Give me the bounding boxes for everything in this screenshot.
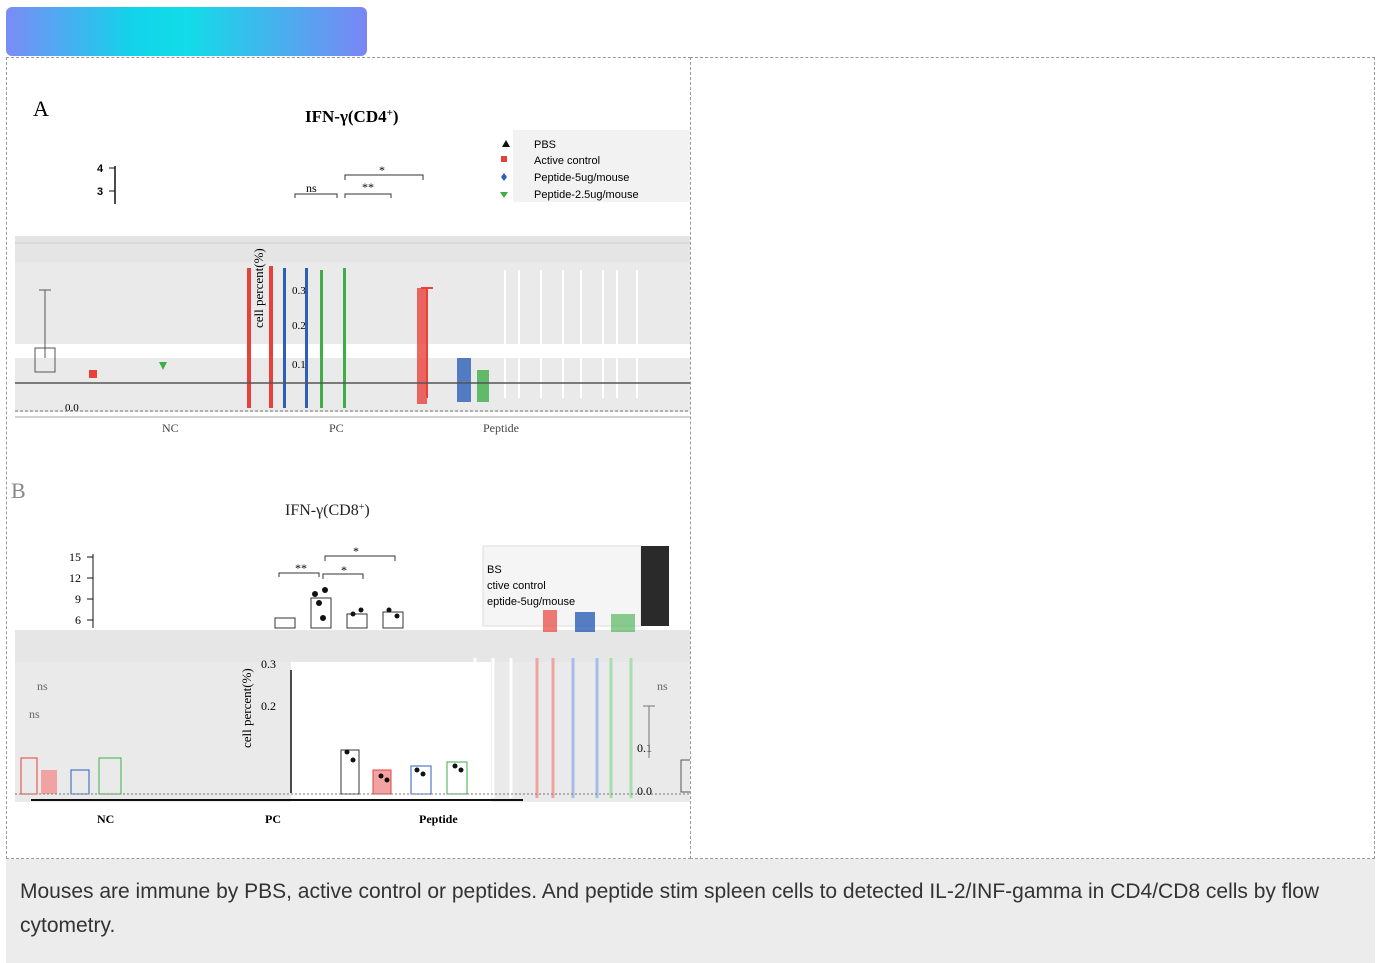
y-tick: 0.0 <box>65 402 79 414</box>
pbs-marker-icon <box>502 140 510 147</box>
y-tick: 0.3 <box>292 285 306 297</box>
header-tab[interactable] <box>6 7 367 56</box>
legend-b: BS ctive control eptide-5ug/mouse <box>487 564 575 608</box>
y-tick: 6 <box>75 613 81 627</box>
peptide-5-marker-icon <box>501 173 507 181</box>
group-label: NC <box>162 421 179 435</box>
group-label: Peptide <box>419 812 458 826</box>
figure-image: A IFN-γ(CD4+) PBS Active control Peptide… <box>11 96 692 826</box>
sig-label: ns <box>37 679 48 693</box>
sig-label: ns <box>657 679 668 693</box>
y-tick: 15 <box>69 550 81 564</box>
panel-a-title: IFN-γ(CD4+) <box>305 107 399 126</box>
legend-b-item: ctive control <box>487 580 546 592</box>
image-caption: Mouses are immune by PBS, active control… <box>6 859 1375 963</box>
legend-a-item: PBS <box>534 139 556 151</box>
sig-label: * <box>341 563 347 577</box>
sig-label: * <box>353 544 359 558</box>
y-axis-label: cell percent(%) <box>239 668 254 748</box>
panel-b-groups: NC PC Peptide <box>97 812 458 826</box>
peptide-25-marker-icon <box>500 192 508 198</box>
y-tick: 0.2 <box>292 320 306 332</box>
group-label: NC <box>97 812 114 826</box>
y-axis-label: cell percent(%) <box>251 248 266 328</box>
sig-label: ns <box>29 707 40 721</box>
panel-b-upper-axis: 15 12 9 6 <box>69 550 94 628</box>
legend-b-item: eptide-5ug/mouse <box>487 596 575 608</box>
panel-a-lower-axis: cell percent(%) 0.3 0.2 0.1 0.0 <box>65 248 306 414</box>
sig-label: ** <box>295 561 307 575</box>
group-label: PC <box>329 421 344 435</box>
figure-panel: A IFN-γ(CD4+) PBS Active control Peptide… <box>6 57 692 859</box>
y-tick: 4 <box>97 163 104 175</box>
y-tick: 12 <box>69 571 81 585</box>
legend-a-box <box>513 130 691 202</box>
group-label: PC <box>265 812 281 826</box>
legend-a-item: Peptide-2.5ug/mouse <box>534 189 639 201</box>
panel-a-significance: ns ** * <box>294 163 424 198</box>
legend-b-item: BS <box>487 564 502 576</box>
active-control-marker-icon <box>501 156 507 162</box>
legend-a: PBS Active control Peptide-5ug/mouse Pep… <box>500 139 639 201</box>
group-label: Peptide <box>483 421 519 435</box>
legend-a-item: Peptide-5ug/mouse <box>534 172 629 184</box>
y-tick: 0.3 <box>261 657 276 671</box>
y-tick: 3 <box>97 186 103 198</box>
legend-b-box <box>482 545 642 627</box>
panel-b-title: IFN-γ(CD8+) <box>285 502 370 520</box>
sig-label: ns <box>306 181 317 195</box>
panel-a-upper-axis: 4 3 <box>97 163 116 204</box>
legend-a-item: Active control <box>534 155 600 167</box>
panel-b-lower-axis: cell percent(%) 0.3 0.2 0.1 0.0 ns ns ns <box>29 657 668 798</box>
panel-a-groups: NC PC Peptide <box>162 421 519 435</box>
sig-label: ** <box>362 180 374 194</box>
sig-label: * <box>379 163 385 177</box>
panel-b-letter: B <box>11 478 26 503</box>
panel-b-significance: ** * * <box>278 544 396 579</box>
y-tick: 0.1 <box>637 741 652 755</box>
panel-a-letter: A <box>33 96 49 121</box>
y-tick: 0.0 <box>637 784 652 798</box>
y-tick: 9 <box>75 592 81 606</box>
y-tick: 0.1 <box>292 359 306 371</box>
y-tick: 0.2 <box>261 699 276 713</box>
empty-panel <box>690 57 1375 859</box>
